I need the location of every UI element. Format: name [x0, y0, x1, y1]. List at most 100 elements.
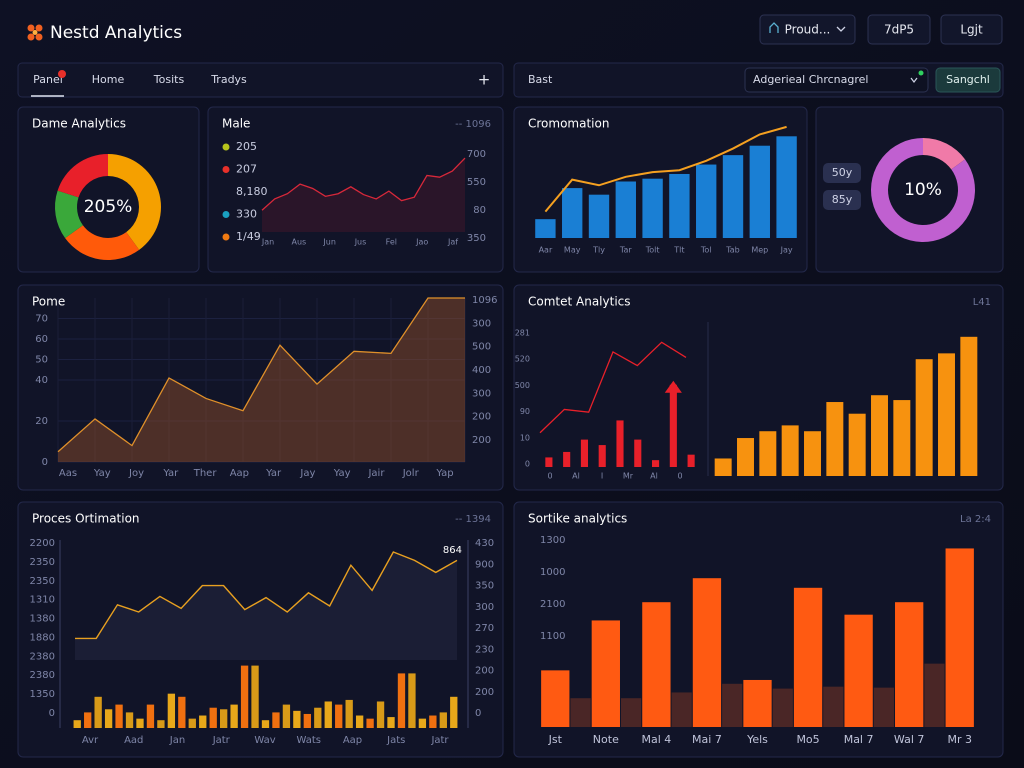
header-button[interactable] — [759, 14, 856, 45]
panel-title: Comtet Analytics — [528, 295, 631, 309]
x-tick-label: Yay — [93, 468, 111, 479]
line — [544, 125, 787, 213]
nav-tab[interactable]: Tradys — [210, 73, 247, 86]
logo-icon — [27, 24, 43, 41]
bar — [737, 438, 754, 476]
bar — [844, 614, 873, 727]
bar — [324, 701, 332, 728]
back-bar — [823, 686, 844, 727]
bar — [804, 431, 821, 476]
select-label[interactable]: Adgerieal Chrcnagrel — [753, 73, 868, 86]
header-button-label[interactable]: Lgjt — [960, 23, 983, 37]
x-tick-label: Jaf — [447, 238, 458, 247]
panel — [17, 501, 504, 758]
search-button-label[interactable]: Sangchl — [946, 73, 990, 86]
header-button-label[interactable]: Proud... — [785, 23, 831, 37]
legend-dot — [222, 143, 230, 151]
x-tick-label: Wal 7 — [894, 733, 924, 746]
bar — [387, 717, 395, 728]
x-tick-label: Avr — [82, 735, 99, 746]
search-button[interactable] — [935, 67, 1001, 93]
y-tick-label: 2350 — [30, 557, 55, 568]
x-tick-label: Tab — [725, 246, 740, 255]
select[interactable] — [744, 67, 929, 93]
nav-tab[interactable]: Home — [92, 73, 125, 86]
y-tick-label: 50 — [35, 355, 48, 366]
arrow-head — [664, 380, 682, 393]
y2-tick-label: 200 — [472, 412, 491, 423]
bar — [562, 188, 583, 238]
x-tick-label: Fel — [386, 238, 397, 247]
bar — [781, 425, 799, 476]
x-tick-label: Aap — [230, 468, 249, 479]
y-tick-label: 520 — [515, 355, 530, 364]
y-tick-label: 70 — [35, 314, 48, 325]
nav-tab[interactable]: Tosits — [153, 73, 185, 86]
x-tick-label: Tlt — [673, 246, 684, 255]
y2-tick-label: 0 — [475, 708, 481, 719]
y-tick-label: 2380 — [30, 670, 55, 681]
donut-segment — [108, 154, 161, 250]
bar — [634, 439, 642, 467]
donut-segment — [55, 190, 83, 239]
bar — [272, 712, 280, 728]
bar — [669, 384, 677, 467]
bar — [261, 720, 270, 728]
x-tick-label: Jus — [354, 238, 367, 247]
y2-tick-label: 200 — [475, 687, 494, 698]
legend-label: 330 — [236, 208, 257, 221]
x-tick-label: Jay — [780, 246, 793, 255]
bar — [450, 696, 458, 728]
bar — [945, 548, 974, 727]
donut-center-label: 205% — [84, 197, 133, 217]
nav-bar — [17, 62, 504, 98]
back-bar — [621, 698, 642, 727]
add-tab-button[interactable]: + — [478, 71, 491, 89]
x-tick-label: 0 — [547, 472, 552, 481]
y2-tick-label: 270 — [475, 623, 494, 634]
nav-tab[interactable]: Panel — [33, 73, 63, 86]
back-bar — [924, 663, 945, 727]
y-tick-label: 10 — [520, 433, 530, 442]
line — [75, 551, 458, 640]
bar — [293, 710, 301, 728]
bar — [652, 460, 660, 467]
bar — [615, 181, 636, 238]
x-tick-label: 0 — [677, 472, 682, 481]
panel-title: Cromomation — [528, 117, 609, 131]
y-tick-label: 1000 — [540, 567, 565, 578]
bar — [826, 402, 844, 476]
y-tick-label: 0 — [49, 708, 55, 719]
area-fill — [58, 298, 465, 462]
back-bar — [873, 687, 894, 727]
back-bar — [570, 698, 591, 727]
bar — [580, 439, 588, 467]
y-tick-label: 40 — [35, 375, 48, 386]
home-icon — [769, 22, 779, 33]
bar — [563, 451, 571, 467]
bar — [776, 136, 797, 238]
pill — [823, 190, 861, 210]
bar — [588, 194, 610, 238]
y-tick-label: 2100 — [540, 599, 565, 610]
x-tick-label: Jay — [299, 468, 315, 479]
line — [539, 341, 687, 434]
x-tick-label: Aas — [59, 468, 77, 479]
line-glow — [75, 552, 457, 660]
y2-tick-label: 400 — [472, 365, 491, 376]
bar — [178, 696, 186, 728]
y-tick-label: 1300 — [540, 535, 565, 546]
x-tick-label: Al — [572, 472, 580, 481]
x-tick-label: Jats — [386, 735, 405, 746]
x-tick-label: Ther — [193, 468, 218, 479]
legend-label: 8,180 — [236, 185, 268, 198]
bar — [251, 665, 259, 728]
bar — [848, 413, 866, 476]
header-button[interactable] — [940, 14, 1003, 45]
x-tick-label: Jatr — [212, 735, 231, 746]
header-button-label[interactable]: 7dP5 — [884, 23, 914, 37]
x-tick-label: Mal 4 — [641, 733, 671, 746]
x-tick-label: Note — [593, 733, 619, 746]
bar — [115, 704, 123, 728]
header-button[interactable] — [867, 14, 931, 45]
